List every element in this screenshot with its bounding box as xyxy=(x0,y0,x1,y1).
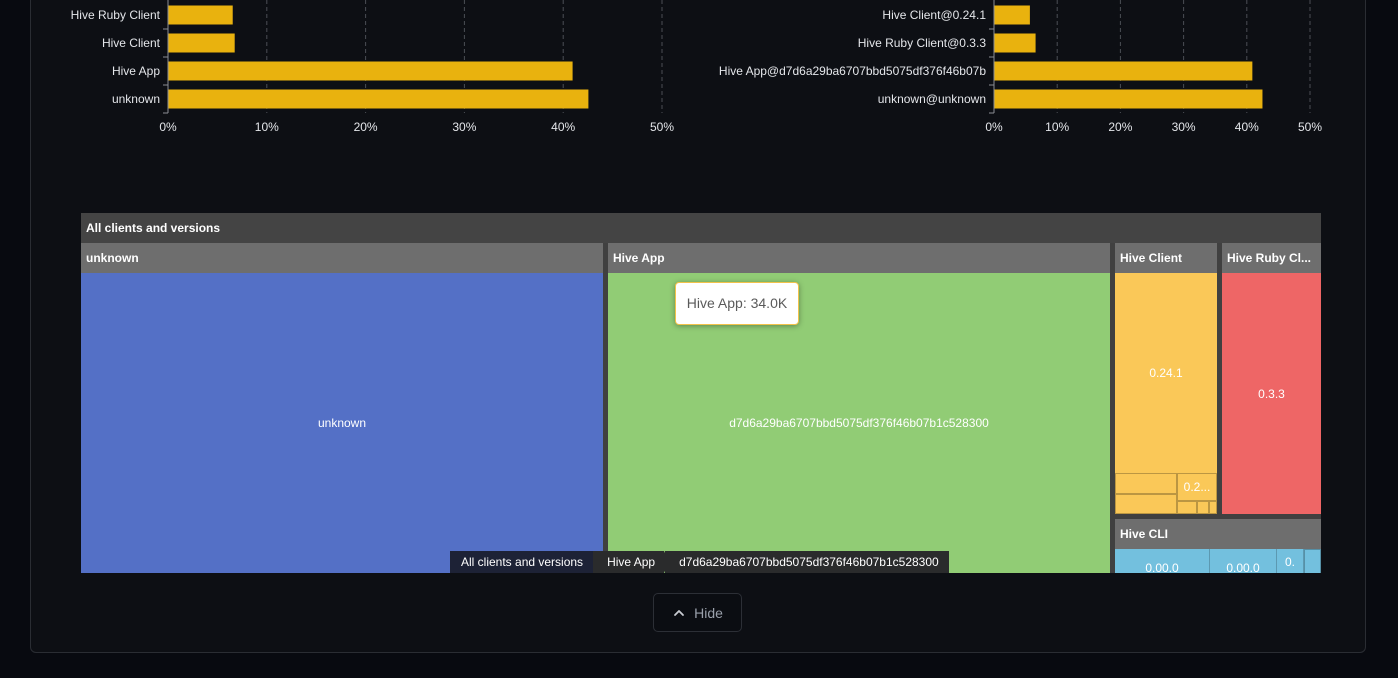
clients-bar-chart: 0% 10% 20% 30% 40% 50% Hive Ruby Client Hive Cl… xyxy=(0,0,700,140)
treemap-leaf-hive-ruby-client-0-3-3[interactable]: 0.3.3 xyxy=(1222,273,1321,514)
treemap-leaf-hive-cli[interactable]: 0.00.0 xyxy=(1115,549,1210,573)
clients-chart-category-label: Hive App xyxy=(112,64,160,78)
versions-chart-x-tick-label: 10% xyxy=(1045,120,1069,134)
breadcrumb-item-version[interactable]: d7d6a29ba6707bbd5075df376f46b07b1c528300 xyxy=(665,551,949,573)
hide-button-label: Hide xyxy=(694,604,723,621)
clients-bar-chart-svg: 0% 10% 20% 30% 40% 50% Hive Ruby Client Hive Cl… xyxy=(71,0,674,134)
treemap-group-hive-cli[interactable]: Hive CLI 0.00.0 0.00.0 0. xyxy=(1115,519,1321,573)
chevron-up-icon xyxy=(674,609,684,616)
treemap-leaf-hive-cli-small[interactable] xyxy=(1304,549,1321,573)
clients-chart-x-tick-label: 50% xyxy=(650,120,674,134)
treemap-leaf-unknown[interactable]: unknown xyxy=(81,273,603,573)
versions-chart-category-label: Hive Client@0.24.1 xyxy=(882,8,986,22)
treemap-leaf-hive-cli[interactable]: 0.00.0 xyxy=(1210,549,1277,573)
breadcrumb-item-hive-app[interactable]: Hive App xyxy=(593,551,674,573)
breadcrumb-item-label: All clients and versions xyxy=(461,555,584,569)
clients-chart-category-label: unknown xyxy=(112,92,160,106)
clients-chart-x-tick-label: 20% xyxy=(354,120,378,134)
client-versions-bar-chart: 0% 10% 20% 30% 40% 50% Hive Client@0.24.1 Hive … xyxy=(690,0,1390,140)
clients-chart-category-label: Hive Client xyxy=(102,36,161,50)
hide-button[interactable]: Hide xyxy=(653,593,742,632)
treemap-group-hive-ruby-client[interactable]: Hive Ruby Cl... 0.3.3 xyxy=(1222,243,1321,515)
treemap-breadcrumb: All clients and versions Hive App d7d6a2… xyxy=(450,551,949,573)
clients-chart-bar[interactable] xyxy=(168,61,573,81)
versions-chart-category-label: Hive Ruby Client@0.3.3 xyxy=(858,36,987,50)
clients-chart-bar[interactable] xyxy=(168,89,589,109)
treemap-leaf-hive-client-small[interactable] xyxy=(1115,473,1177,494)
clients-treemap[interactable]: All clients and versions unknown unknown… xyxy=(81,213,1321,573)
treemap-root-header[interactable]: All clients and versions xyxy=(81,213,1321,243)
treemap-group-header-hive-cli[interactable]: Hive CLI xyxy=(1115,519,1321,549)
treemap-group-header-hive-app[interactable]: Hive App xyxy=(608,243,1110,273)
treemap-leaf-hive-client-small[interactable] xyxy=(1197,501,1209,514)
treemap-group-unknown[interactable]: unknown unknown xyxy=(81,243,603,573)
treemap-group-header-unknown[interactable]: unknown xyxy=(81,243,603,273)
clients-chart-bar[interactable] xyxy=(168,33,235,53)
clients-chart-bar[interactable] xyxy=(168,5,233,25)
treemap-group-hive-client[interactable]: Hive Client 0.24.1 0.2... xyxy=(1115,243,1217,515)
versions-chart-x-tick-label: 40% xyxy=(1235,120,1259,134)
treemap-leaf-hive-client-other[interactable]: 0.2... xyxy=(1177,473,1217,501)
treemap-leaf-hive-cli[interactable]: 0. xyxy=(1277,549,1304,573)
treemap-group-header-hive-ruby-client[interactable]: Hive Ruby Cl... xyxy=(1222,243,1321,273)
treemap-tooltip: Hive App: 34.0K xyxy=(675,282,799,325)
clients-chart-x-tick-label: 0% xyxy=(159,120,177,134)
versions-chart-x-tick-label: 30% xyxy=(1172,120,1196,134)
versions-chart-category-label: unknown@unknown xyxy=(878,92,986,106)
client-versions-bar-chart-svg: 0% 10% 20% 30% 40% 50% Hive Client@0.24.1 Hive … xyxy=(719,0,1322,134)
treemap-leaf-hive-client-0-24-1[interactable]: 0.24.1 xyxy=(1115,273,1217,473)
versions-chart-bar[interactable] xyxy=(994,61,1253,81)
breadcrumb-item-label: d7d6a29ba6707bbd5075df376f46b07b1c528300 xyxy=(679,555,939,569)
breadcrumb-item-label: Hive App xyxy=(607,555,656,569)
versions-chart-bar[interactable] xyxy=(994,33,1036,53)
versions-chart-bar[interactable] xyxy=(994,89,1263,109)
versions-chart-x-tick-label: 50% xyxy=(1298,120,1322,134)
treemap-leaf-hive-client-small[interactable] xyxy=(1209,501,1217,514)
treemap-group-header-hive-client[interactable]: Hive Client xyxy=(1115,243,1217,273)
versions-chart-category-label: Hive App@d7d6a29ba6707bbd5075df376f46b07… xyxy=(719,64,986,78)
treemap-group-hive-app[interactable]: Hive App d7d6a29ba6707bbd5075df376f46b07… xyxy=(608,243,1110,573)
versions-chart-x-tick-label: 20% xyxy=(1108,120,1132,134)
versions-chart-bar[interactable] xyxy=(994,5,1030,25)
clients-chart-x-tick-label: 10% xyxy=(255,120,279,134)
clients-chart-x-tick-label: 30% xyxy=(452,120,476,134)
breadcrumb-item-root[interactable]: All clients and versions xyxy=(450,551,602,573)
versions-chart-x-tick-label: 0% xyxy=(985,120,1003,134)
treemap-leaf-hive-client-small[interactable] xyxy=(1177,501,1197,514)
clients-chart-x-tick-label: 40% xyxy=(551,120,575,134)
clients-chart-category-label: Hive Ruby Client xyxy=(71,8,161,22)
treemap-leaf-hive-client-small[interactable] xyxy=(1115,494,1177,514)
